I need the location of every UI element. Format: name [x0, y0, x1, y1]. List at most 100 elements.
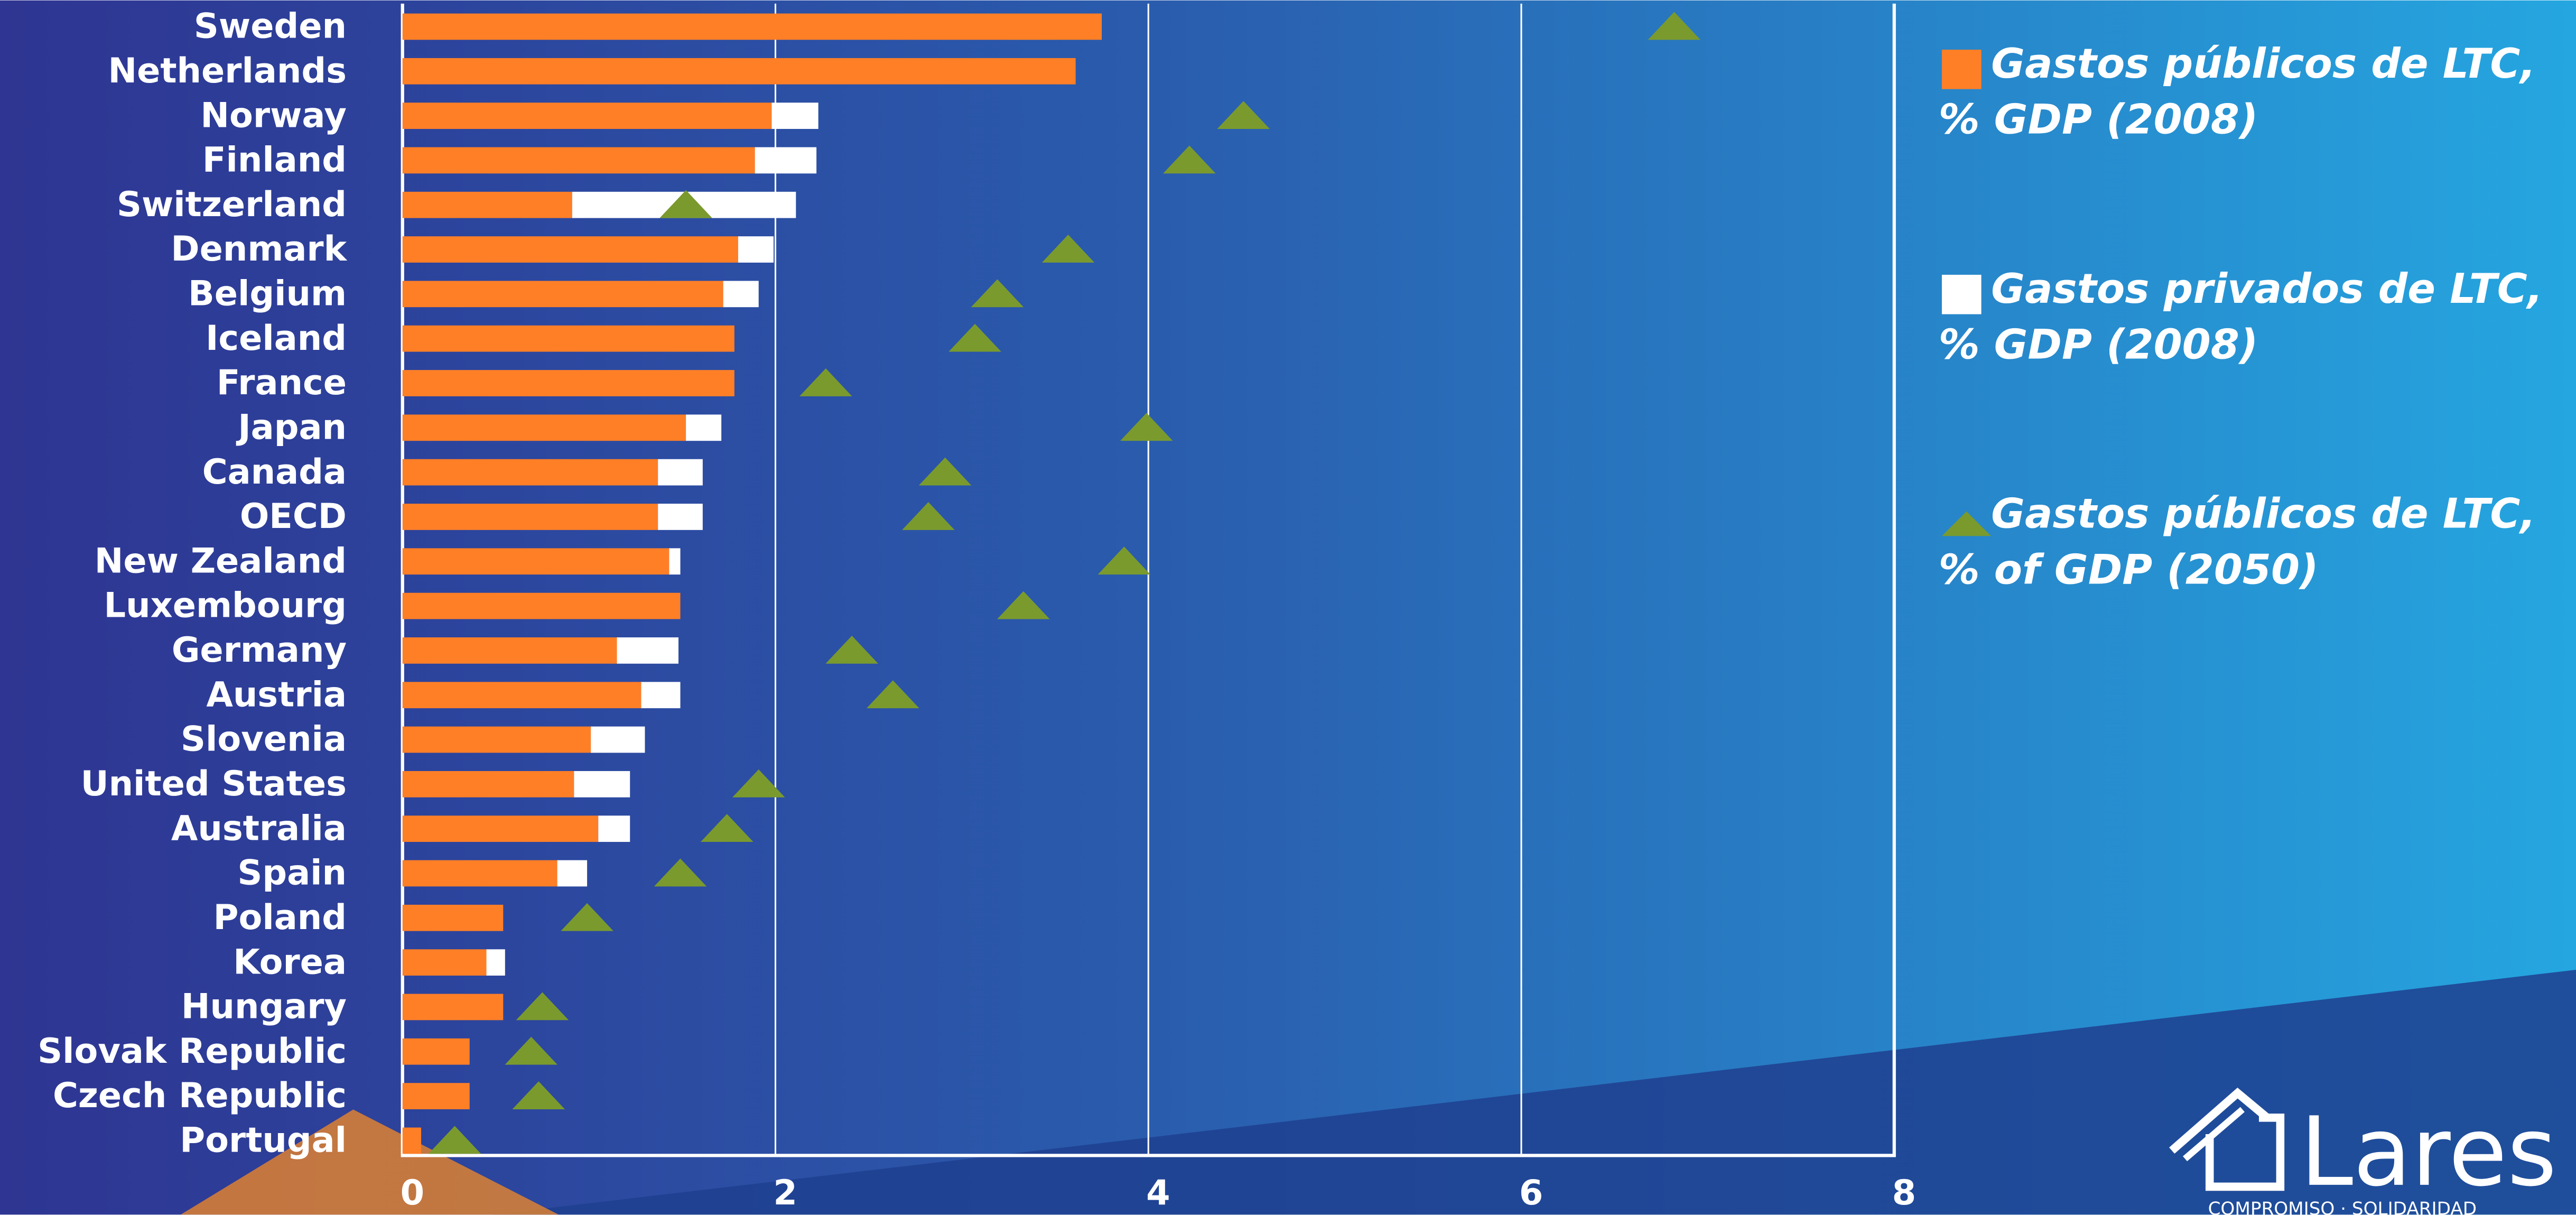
bar — [402, 637, 617, 664]
bar — [402, 726, 591, 753]
y-tick-label: Czech Republic — [53, 1075, 347, 1116]
y-tick-label: Australia — [171, 808, 347, 848]
x-tick-label: 2 — [773, 1173, 797, 1213]
bar — [658, 504, 703, 530]
bar — [402, 682, 641, 709]
y-tick-label: Finland — [202, 140, 347, 180]
legend-swatch — [1941, 274, 1982, 314]
y-tick-label: Austria — [206, 674, 347, 715]
legend-swatch — [1941, 511, 1992, 536]
y-tick-label: Spain — [237, 853, 347, 893]
bar — [402, 191, 572, 218]
y-tick-label: Norway — [200, 95, 347, 135]
y-tick-label: Poland — [213, 897, 347, 938]
bar — [402, 860, 557, 887]
y-tick-label: Hungary — [181, 987, 347, 1027]
bar — [617, 637, 678, 664]
triangle-marker — [732, 769, 785, 797]
bar — [402, 147, 755, 174]
triangle-marker — [902, 502, 955, 530]
y-tick-label: Belgium — [188, 274, 347, 314]
x-tick-label: 4 — [1146, 1173, 1170, 1213]
bar — [402, 236, 738, 263]
y-tick-label: New Zealand — [95, 541, 347, 581]
bar — [755, 147, 817, 174]
bar — [402, 548, 669, 575]
triangle-marker — [825, 635, 878, 664]
bar — [574, 771, 630, 797]
x-tick-label: 0 — [401, 1173, 424, 1213]
x-tick-label: 6 — [1519, 1173, 1543, 1213]
bar — [402, 1127, 422, 1154]
triangle-marker — [799, 368, 852, 396]
bar — [723, 281, 759, 308]
legend-label: Gastos públicos de LTC, % GDP (2008) — [1938, 40, 2536, 143]
triangle-marker — [971, 279, 1024, 308]
y-tick-label: Japan — [236, 407, 347, 447]
bar — [402, 414, 686, 441]
triangle-marker — [1217, 101, 1270, 129]
bar — [402, 771, 574, 797]
bar — [402, 370, 734, 396]
bar — [402, 13, 1102, 40]
bar — [402, 592, 681, 619]
bar — [402, 1038, 470, 1065]
bar — [402, 904, 504, 931]
triangle-marker — [918, 457, 972, 486]
y-tick-label: Canada — [202, 452, 347, 492]
legend-swatch — [1941, 49, 1982, 89]
y-tick-label: Germany — [172, 630, 347, 670]
bar — [686, 414, 722, 441]
triangle-marker — [512, 1081, 565, 1109]
y-tick-label: Korea — [233, 942, 347, 982]
legend-entry: Gastos públicos de LTC, % of GDP (2050) — [1938, 490, 2536, 593]
decoration — [492, 970, 2576, 1215]
bar — [402, 949, 487, 976]
triangle-marker — [516, 992, 569, 1021]
y-tick-label: Portugal — [180, 1120, 347, 1161]
triangle-marker — [505, 1036, 557, 1065]
triangle-marker — [654, 858, 707, 887]
x-tick-label: 8 — [1892, 1173, 1916, 1213]
triangle-marker — [1648, 12, 1701, 40]
triangle-marker — [1120, 413, 1173, 441]
bar — [669, 548, 681, 575]
bar — [402, 994, 504, 1021]
y-tick-label: United States — [81, 764, 347, 804]
bar — [598, 815, 630, 842]
bar — [402, 325, 734, 352]
y-tick-label: Slovak Republic — [38, 1031, 347, 1071]
legend-label: Gastos privados de LTC, % GDP (2008) — [1938, 265, 2543, 368]
bar — [402, 58, 1076, 85]
legend-entry: Gastos privados de LTC, % GDP (2008) — [1938, 265, 2543, 368]
bar — [402, 103, 772, 129]
y-tick-label: Sweden — [194, 6, 347, 47]
y-tick-label: France — [217, 363, 347, 403]
bar — [771, 103, 819, 129]
bar — [402, 459, 658, 486]
logo-name: Lares — [2300, 1097, 2557, 1208]
bar — [641, 682, 681, 709]
bar — [738, 236, 774, 263]
triangle-marker — [700, 814, 754, 842]
bar — [591, 726, 645, 753]
triangle-marker — [659, 190, 712, 218]
bar — [402, 504, 658, 530]
y-tick-label: Netherlands — [108, 51, 347, 91]
triangle-marker — [1041, 235, 1095, 263]
triangle-marker — [997, 591, 1050, 619]
bar — [557, 860, 588, 887]
triangle-marker — [948, 323, 1001, 352]
bar — [658, 459, 703, 486]
y-tick-label: Iceland — [206, 318, 347, 358]
logo: Lares COMPROMISO · SOLIDARIDAD — [2169, 1088, 2557, 1215]
legend-label: Gastos públicos de LTC, % of GDP (2050) — [1938, 490, 2536, 593]
y-tick-label: Denmark — [171, 229, 347, 269]
bar — [402, 815, 599, 842]
decoration — [180, 1109, 559, 1215]
bar — [402, 281, 723, 308]
legend-entry: Gastos públicos de LTC, % GDP (2008) — [1938, 40, 2536, 143]
triangle-marker — [561, 903, 613, 931]
